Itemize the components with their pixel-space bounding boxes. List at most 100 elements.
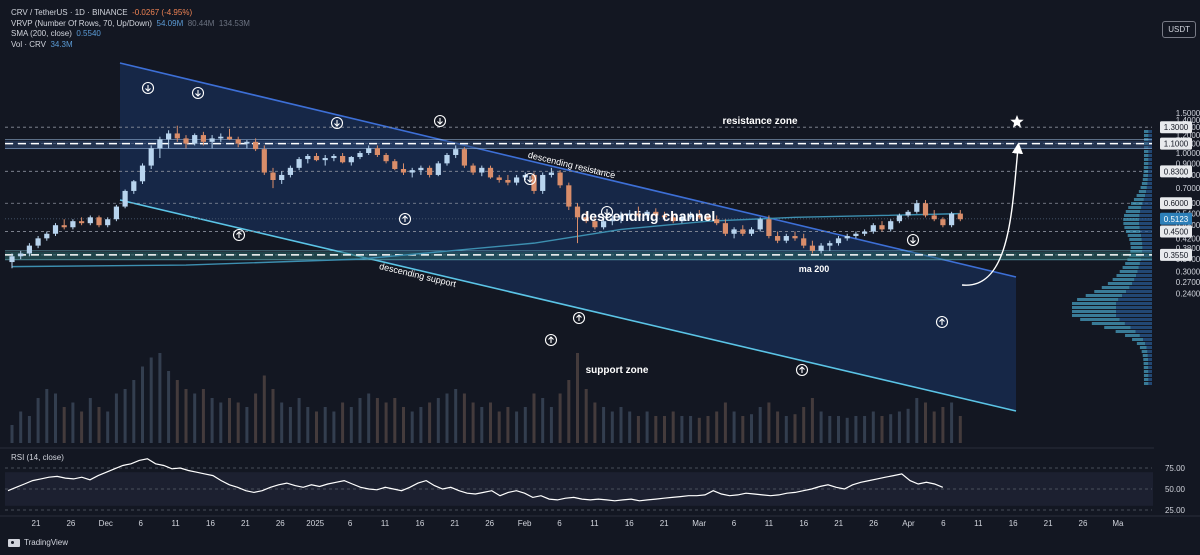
candle-body — [801, 238, 807, 246]
level-tag — [1160, 225, 1192, 238]
profile-bar-up — [1136, 194, 1146, 197]
profile-bar-down — [1139, 226, 1152, 229]
profile-bar-up — [1091, 322, 1125, 325]
profile-bar-up — [1122, 266, 1139, 269]
candle-body — [940, 219, 946, 226]
rsi-tick-label: 50.00 — [1165, 485, 1186, 494]
volume-bar — [219, 402, 223, 443]
time-tick-label: 6 — [557, 519, 562, 528]
rsi-line — [7, 458, 944, 502]
volume-bar — [341, 402, 345, 443]
candle-body — [566, 185, 572, 207]
rsi-tick-label: 75.00 — [1165, 464, 1186, 473]
time-tick-label: 11 — [765, 519, 774, 528]
vrvp-label[interactable]: VRVP (Number Of Rows, 70, Up/Down) — [11, 18, 153, 28]
arrow-glyph — [527, 176, 533, 183]
profile-bar-down — [1148, 362, 1152, 365]
time-tick-label: 16 — [206, 519, 215, 528]
profile-bar-up — [1143, 162, 1149, 165]
profile-bar-up — [1123, 222, 1140, 225]
profile-bar-down — [1139, 334, 1152, 337]
candle-body — [479, 167, 485, 173]
candle-body — [540, 174, 546, 191]
candle-body — [357, 153, 363, 158]
tradingview-brand[interactable]: TradingView — [8, 538, 68, 547]
profile-bar-up — [1143, 158, 1149, 161]
profile-bar-up — [1143, 362, 1149, 365]
profile-bar-down — [1142, 246, 1152, 249]
level-tag-label: 0.3550 — [1164, 251, 1189, 260]
candle-body — [44, 233, 50, 239]
vol-value: 34.3M — [50, 39, 73, 49]
volume-bar — [680, 416, 684, 443]
time-tick-label: Feb — [518, 519, 532, 528]
candle-body — [313, 155, 320, 161]
price-tick-label: 1.2000 — [1176, 131, 1200, 140]
profile-bar-up — [1143, 378, 1149, 381]
vol-label[interactable]: Vol · CRV — [11, 39, 46, 49]
down-arrow-icon — [523, 172, 537, 186]
up-arrow-icon — [544, 333, 558, 347]
candle-body — [740, 229, 746, 234]
candle-body — [261, 149, 267, 173]
profile-bar-down — [1141, 234, 1152, 237]
profile-bar-up — [1125, 210, 1141, 213]
arrow-glyph — [799, 366, 805, 373]
profile-bar-up — [1133, 198, 1144, 201]
candle-body — [287, 167, 293, 175]
profile-bar-up — [1077, 298, 1119, 301]
candle-body — [557, 172, 563, 186]
candle-body — [705, 217, 711, 220]
level-tag — [1160, 165, 1192, 178]
profile-bar-up — [1127, 234, 1142, 237]
volume-bar — [349, 407, 353, 443]
sma-label[interactable]: SMA (200, close) — [11, 29, 72, 38]
profile-bar-up — [1101, 286, 1130, 289]
volume-bar — [541, 398, 545, 443]
profile-bar-up — [1140, 186, 1147, 189]
candle-body — [148, 148, 154, 166]
profile-bar-down — [1143, 198, 1152, 201]
profile-bar-up — [1141, 350, 1148, 353]
profile-bar-down — [1148, 358, 1152, 361]
profile-bar-down — [1130, 326, 1152, 329]
candle-body — [253, 141, 259, 150]
ma200-path — [11, 212, 961, 268]
price-tick-label: 0.4200 — [1176, 234, 1200, 243]
profile-bar-down — [1118, 298, 1152, 301]
profile-bar-down — [1138, 266, 1152, 269]
rsi-title[interactable]: RSI (14, close) — [11, 453, 64, 462]
profile-bar-up — [1138, 190, 1147, 193]
profile-bar-down — [1145, 342, 1152, 345]
profile-bar-down — [1145, 194, 1152, 197]
candle-body — [957, 213, 963, 220]
candle-body — [618, 215, 624, 220]
profile-bar-up — [1143, 382, 1149, 385]
symbol-label[interactable]: CRV / TetherUS · 1D · BINANCE — [11, 8, 128, 17]
level-tag-label: 0.4500 — [1164, 228, 1189, 237]
profile-bar-up — [1136, 342, 1146, 345]
profile-bar-down — [1148, 166, 1152, 169]
profile-bar-down — [1139, 218, 1152, 221]
candle-body — [818, 245, 824, 251]
candle-body — [592, 221, 598, 228]
volume-bar — [27, 416, 31, 443]
volume-bar — [262, 375, 266, 443]
volume-bar — [845, 417, 849, 443]
candle-body — [174, 133, 180, 139]
candle-body — [409, 170, 415, 173]
profile-bar-up — [1129, 238, 1142, 241]
candles — [9, 125, 963, 269]
profile-bar-up — [1104, 326, 1131, 329]
volume-bar — [558, 393, 562, 443]
change-value: -0.0267 (-4.95%) — [132, 8, 193, 17]
volume-bar — [114, 393, 118, 443]
volume-bar — [106, 411, 110, 443]
profile-bar-down — [1147, 178, 1152, 181]
candle-body — [218, 136, 224, 139]
currency-selector[interactable]: USDT — [1162, 21, 1196, 38]
down-arrow-icon — [191, 86, 205, 100]
annotation-descending-channel: descending channel — [581, 208, 716, 224]
candle-body — [679, 217, 685, 222]
